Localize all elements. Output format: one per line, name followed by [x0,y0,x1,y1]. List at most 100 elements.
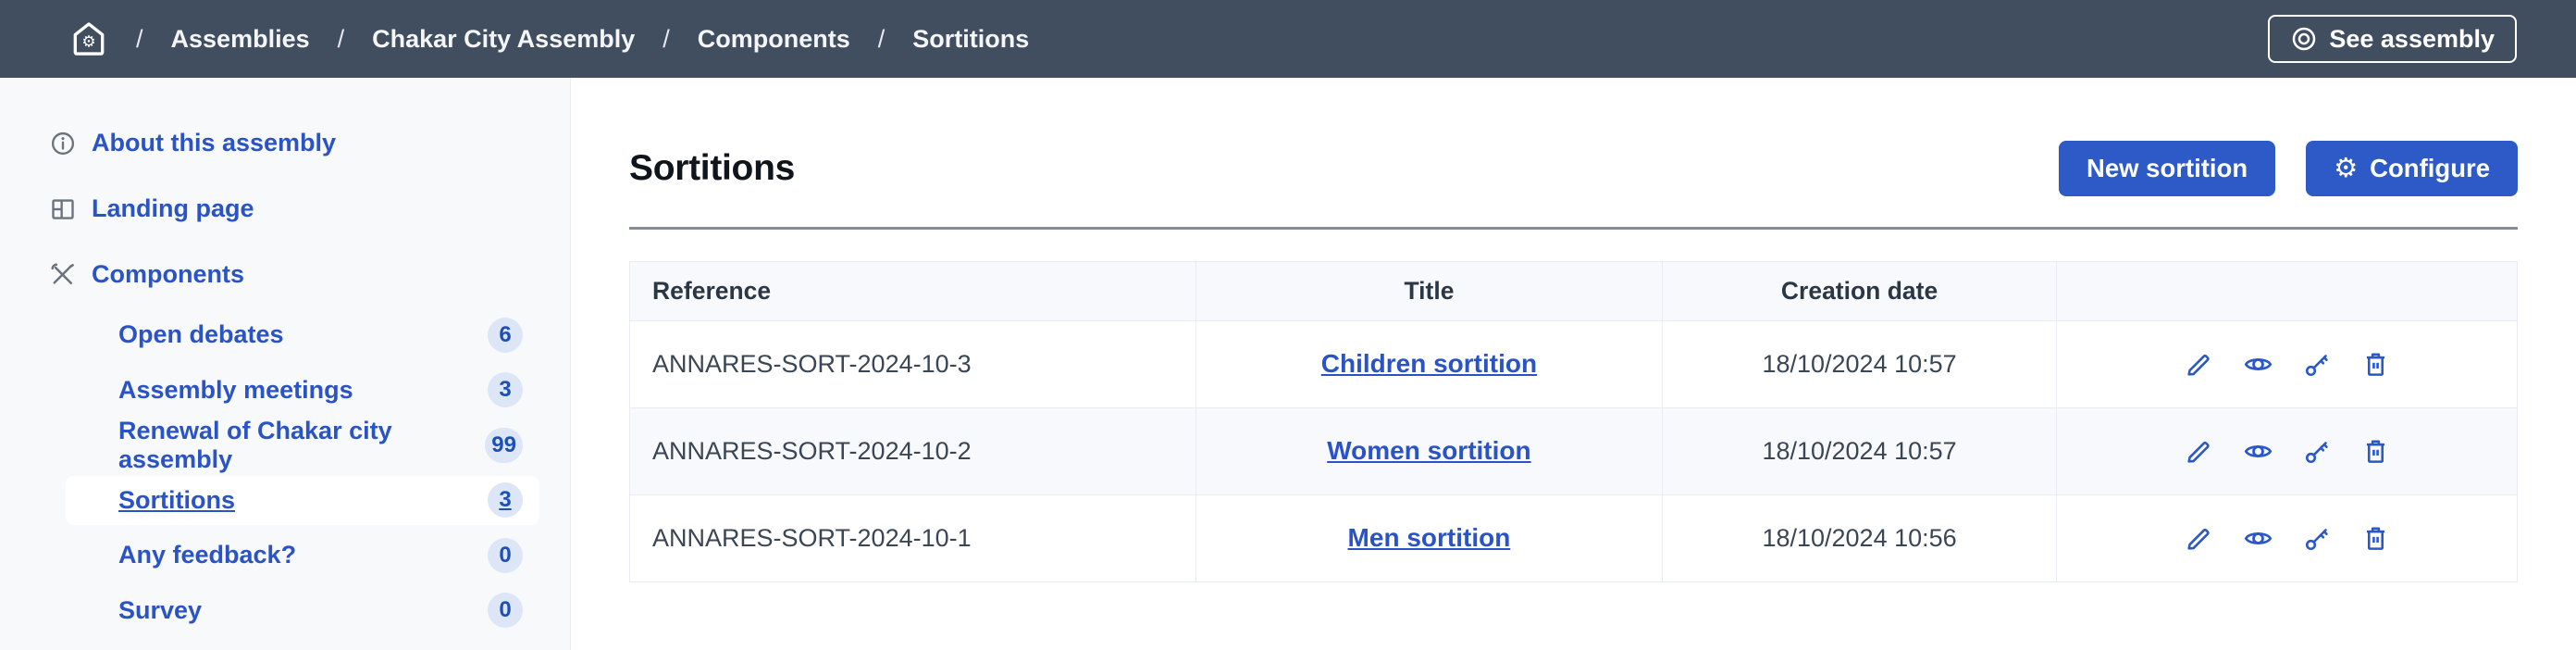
header-buttons: New sortition ⚙ Configure [2058,141,2518,196]
sortition-title-link[interactable]: Women sortition [1327,436,1531,465]
sortition-title-link[interactable]: Children sortition [1320,349,1538,378]
sidebar-item-label: Landing page [92,194,254,222]
main-content: Sortitions New sortition ⚙ Configure Ref… [571,78,2576,650]
sidebar-item-landing-page[interactable]: Landing page [0,176,570,242]
new-sortition-label: New sortition [2086,154,2248,182]
edit-action-button[interactable] [2185,437,2213,466]
info-icon [49,130,77,157]
permissions-action-button[interactable] [2303,524,2332,553]
table-header-row: Reference Title Creation date [629,260,2518,321]
breadcrumb-components[interactable]: Components [697,24,850,53]
subnav-label: Any feedback? [118,541,297,569]
sidebar-item-renewal[interactable]: Renewal of Chakar city assembly 99 [66,416,539,473]
row-actions [2079,436,2495,467]
eye-icon [2243,436,2273,467]
new-sortition-button[interactable]: New sortition [2058,141,2276,196]
breadcrumb-assembly-name[interactable]: Chakar City Assembly [372,24,636,53]
row-actions [2079,349,2495,380]
see-assembly-button[interactable]: See assembly [2268,15,2517,63]
title-cell: Women sortition [1195,406,1663,495]
sidebar-item-sortitions[interactable]: Sortitions 3 [66,475,539,525]
gear-icon: ⚙ [81,32,96,51]
layout-icon [49,195,77,223]
breadcrumb-current-sortitions[interactable]: Sortitions [912,24,1030,53]
breadcrumb-separator: / [136,24,143,53]
count-badge: 6 [488,317,523,353]
see-assembly-label: See assembly [2329,24,2495,53]
page-header: Sortitions New sortition ⚙ Configure [629,78,2518,196]
sidebar-item-survey[interactable]: Survey 0 [66,583,539,639]
reference-cell: ANNARES-SORT-2024-10-3 [629,319,1196,408]
home-gear-icon: ⚙ [69,19,108,58]
preview-action-button[interactable] [2243,523,2273,554]
eye-round-icon [2290,25,2318,53]
breadcrumb: ⚙ / Assemblies / Chakar City Assembly / … [69,19,1029,58]
preview-action-button[interactable] [2243,436,2273,467]
gear-icon: ⚙ [2334,153,2359,183]
delete-action-button[interactable] [2361,350,2390,379]
sidebar-item-components[interactable]: Components [0,242,570,307]
breadcrumb-separator: / [337,24,345,53]
header-reference: Reference [629,260,1196,321]
actions-cell [2056,494,2518,582]
count-badge: 3 [488,372,523,408]
permissions-action-button[interactable] [2303,437,2332,466]
count-badge: 0 [488,593,523,629]
configure-button[interactable]: ⚙ Configure [2306,141,2518,196]
date-cell: 18/10/2024 10:56 [1661,494,2058,582]
count-badge: 0 [488,537,523,573]
header-title: Title [1195,260,1663,321]
key-icon [2303,437,2332,466]
breadcrumb-separator: / [663,24,670,53]
trash-icon [2361,350,2390,379]
sidebar: About this assembly Landing page Compone… [0,78,571,650]
subnav-label: Sortitions [118,485,235,514]
key-icon [2303,350,2332,379]
sidebar-item-about[interactable]: About this assembly [0,110,570,176]
count-badge: 3 [488,482,523,518]
configure-label: Configure [2370,154,2490,182]
row-actions [2079,523,2495,554]
subnav-label: Renewal of Chakar city assembly [118,416,392,473]
permissions-action-button[interactable] [2303,350,2332,379]
pencil-icon [2185,437,2213,466]
reference-cell: ANNARES-SORT-2024-10-1 [629,494,1196,582]
count-badge: 99 [485,427,523,463]
sidebar-item-open-debates[interactable]: Open debates 6 [66,307,539,363]
edit-action-button[interactable] [2185,524,2213,553]
subnav-label: Assembly meetings [118,375,353,404]
home-link[interactable]: ⚙ [69,19,108,58]
delete-action-button[interactable] [2361,437,2390,466]
table-row: ANNARES-SORT-2024-10-1 Men sortition 18/… [629,494,2518,582]
topbar: ⚙ / Assemblies / Chakar City Assembly / … [0,0,2576,78]
actions-cell [2056,406,2518,495]
trash-icon [2361,524,2390,553]
table-row: ANNARES-SORT-2024-10-3 Children sortitio… [629,319,2518,408]
sortition-title-link[interactable]: Men sortition [1347,523,1511,552]
sortitions-table: Reference Title Creation date ANNARES-SO… [629,260,2518,582]
breadcrumb-separator: / [877,24,886,53]
actions-cell [2056,319,2518,408]
page-title: Sortitions [629,148,795,188]
pencil-icon [2185,350,2213,379]
title-cell: Children sortition [1195,319,1663,408]
delete-action-button[interactable] [2361,524,2390,553]
eye-icon [2243,349,2273,380]
tools-icon [49,261,77,289]
subnav-label: Open debates [118,320,284,349]
title-cell: Men sortition [1195,494,1663,582]
eye-icon [2243,523,2273,554]
pencil-icon [2185,524,2213,553]
edit-action-button[interactable] [2185,350,2213,379]
breadcrumb-assemblies[interactable]: Assemblies [170,24,310,53]
subnav-label: Survey [118,595,203,624]
key-icon [2303,524,2332,553]
date-cell: 18/10/2024 10:57 [1661,319,2058,408]
header-creation-date: Creation date [1661,260,2058,321]
components-subnav: Open debates 6 Assembly meetings 3 Renew… [0,307,570,638]
sidebar-item-assembly-meetings[interactable]: Assembly meetings 3 [66,363,539,419]
sidebar-item-label: Components [92,260,244,288]
sidebar-item-any-feedback[interactable]: Any feedback? 0 [66,528,539,583]
header-divider [629,227,2518,230]
preview-action-button[interactable] [2243,349,2273,380]
